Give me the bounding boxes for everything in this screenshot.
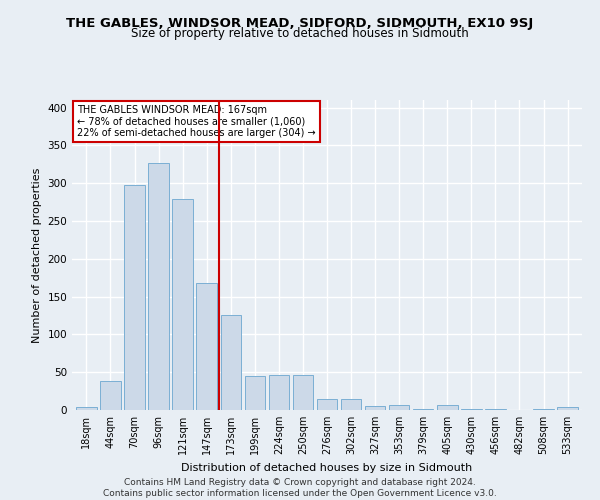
Bar xyxy=(485,409,506,410)
Text: THE GABLES, WINDSOR MEAD, SIDFORD, SIDMOUTH, EX10 9SJ: THE GABLES, WINDSOR MEAD, SIDFORD, SIDMO… xyxy=(67,18,533,30)
Bar xyxy=(76,407,97,410)
Bar xyxy=(557,407,578,410)
Text: THE GABLES WINDSOR MEAD: 167sqm
← 78% of detached houses are smaller (1,060)
22%: THE GABLES WINDSOR MEAD: 167sqm ← 78% of… xyxy=(77,104,316,138)
Bar xyxy=(533,409,554,410)
Bar xyxy=(124,186,145,410)
Bar xyxy=(317,398,337,410)
Bar xyxy=(389,406,409,410)
Bar xyxy=(100,380,121,410)
Bar xyxy=(341,398,361,410)
Bar xyxy=(413,409,433,410)
Bar xyxy=(148,163,169,410)
Bar xyxy=(437,406,458,410)
Bar xyxy=(461,409,482,410)
Bar xyxy=(172,199,193,410)
X-axis label: Distribution of detached houses by size in Sidmouth: Distribution of detached houses by size … xyxy=(181,462,473,472)
Text: Contains HM Land Registry data © Crown copyright and database right 2024.
Contai: Contains HM Land Registry data © Crown c… xyxy=(103,478,497,498)
Y-axis label: Number of detached properties: Number of detached properties xyxy=(32,168,42,342)
Bar xyxy=(221,316,241,410)
Bar xyxy=(196,283,217,410)
Text: Size of property relative to detached houses in Sidmouth: Size of property relative to detached ho… xyxy=(131,28,469,40)
Bar xyxy=(365,406,385,410)
Bar xyxy=(245,376,265,410)
Bar xyxy=(269,375,289,410)
Bar xyxy=(293,375,313,410)
